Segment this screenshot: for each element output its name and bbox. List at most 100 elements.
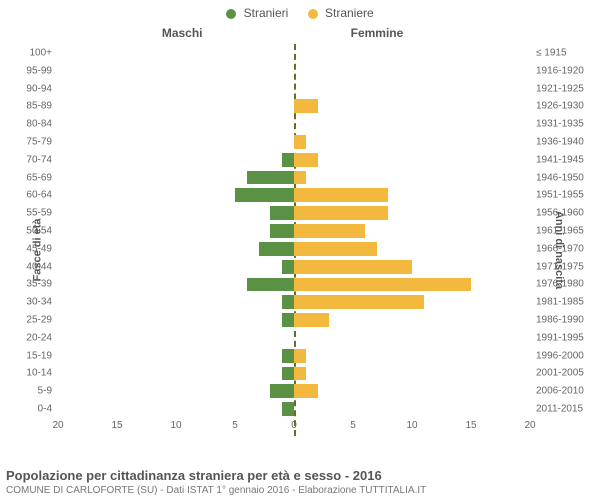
chart-title: Popolazione per cittadinanza straniera p… [6,468,426,483]
bar-female [294,260,412,274]
rows-container: 100+≤ 191595-991916-192090-941921-192585… [58,44,530,418]
swatch-male [226,9,236,19]
bar-female [294,313,329,327]
x-tick-label: 0 [291,420,297,431]
pyramid-row: 65-691946-1950 [58,169,530,187]
chart-footer: Popolazione per cittadinanza straniera p… [6,468,426,496]
bar-male [270,384,294,398]
pyramid-row: 75-791936-1940 [58,133,530,151]
bar-female [294,188,388,202]
bar-male [247,171,294,185]
pyramid-row: 35-391976-1980 [58,276,530,294]
bar-male [282,349,294,363]
x-tick-label: 10 [170,420,181,431]
pyramid-row: 5-92006-2010 [58,382,530,400]
bar-female [294,349,306,363]
pyramid-row: 90-941921-1925 [58,80,530,98]
pyramid-row: 60-641951-1955 [58,186,530,204]
pyramid-row: 85-891926-1930 [58,97,530,115]
bar-female [294,384,318,398]
pyramid-row: 15-191996-2000 [58,347,530,365]
age-label: 60-64 [6,190,58,201]
age-label: 20-24 [6,332,58,343]
x-tick-label: 5 [232,420,238,431]
plot-area: Maschi Femmine 100+≤ 191595-991916-19209… [58,28,530,440]
bar-male [235,188,294,202]
legend-item-female: Straniere [308,6,374,20]
pyramid-row: 100+≤ 1915 [58,44,530,62]
age-label: 90-94 [6,83,58,94]
age-label: 75-79 [6,136,58,147]
x-tick-label: 5 [350,420,356,431]
age-label: 80-84 [6,119,58,130]
age-label: 65-69 [6,172,58,183]
header-male: Maschi [162,26,203,40]
bar-male [282,153,294,167]
age-label: 25-29 [6,315,58,326]
bar-female [294,367,306,381]
legend: Stranieri Straniere [0,0,600,20]
birth-year-label: ≤ 1915 [530,47,594,58]
birth-year-label: 1926-1930 [530,101,594,112]
bar-male [282,313,294,327]
bar-male [282,367,294,381]
x-tick-label: 15 [465,420,476,431]
birth-year-label: 1941-1945 [530,154,594,165]
header-female: Femmine [351,26,404,40]
age-label: 50-54 [6,225,58,236]
age-label: 70-74 [6,154,58,165]
x-axis: 201510505101520 [58,418,530,440]
birth-year-label: 1946-1950 [530,172,594,183]
birth-year-label: 2006-2010 [530,386,594,397]
chart-container: Stranieri Straniere Fasce di età Anni di… [0,0,600,500]
bar-male [270,224,294,238]
pyramid-row: 25-291986-1990 [58,311,530,329]
birth-year-label: 1966-1970 [530,243,594,254]
x-tick-label: 20 [52,420,63,431]
age-label: 95-99 [6,65,58,76]
bar-female [294,206,388,220]
bar-male [282,402,294,416]
age-label: 10-14 [6,368,58,379]
birth-year-label: 1976-1980 [530,279,594,290]
legend-label-male: Stranieri [244,6,289,20]
birth-year-label: 1931-1935 [530,119,594,130]
x-tick-label: 10 [406,420,417,431]
birth-year-label: 1996-2000 [530,350,594,361]
age-label: 35-39 [6,279,58,290]
pyramid-row: 70-741941-1945 [58,151,530,169]
pyramid-row: 45-491966-1970 [58,240,530,258]
bar-male [282,260,294,274]
legend-label-female: Straniere [325,6,374,20]
bar-female [294,278,471,292]
chart-subtitle: COMUNE DI CARLOFORTE (SU) - Dati ISTAT 1… [6,485,426,496]
birth-year-label: 1971-1975 [530,261,594,272]
pyramid-row: 20-241991-1995 [58,329,530,347]
birth-year-label: 2011-2015 [530,404,594,415]
pyramid-row: 10-142001-2005 [58,365,530,383]
pyramid-row: 40-441971-1975 [58,258,530,276]
birth-year-label: 1916-1920 [530,65,594,76]
age-label: 55-59 [6,208,58,219]
bar-female [294,135,306,149]
birth-year-label: 1956-1960 [530,208,594,219]
x-tick-label: 20 [524,420,535,431]
age-label: 40-44 [6,261,58,272]
age-label: 0-4 [6,404,58,415]
age-label: 15-19 [6,350,58,361]
age-label: 100+ [6,47,58,58]
birth-year-label: 2001-2005 [530,368,594,379]
pyramid-row: 30-341981-1985 [58,293,530,311]
age-label: 45-49 [6,243,58,254]
pyramid-row: 95-991916-1920 [58,62,530,80]
bar-male [282,295,294,309]
column-headers: Maschi Femmine [58,26,530,42]
birth-year-label: 1921-1925 [530,83,594,94]
birth-year-label: 1991-1995 [530,332,594,343]
pyramid-row: 50-541961-1965 [58,222,530,240]
pyramid-row: 55-591956-1960 [58,204,530,222]
swatch-female [308,9,318,19]
bar-female [294,242,377,256]
legend-item-male: Stranieri [226,6,288,20]
bar-female [294,224,365,238]
